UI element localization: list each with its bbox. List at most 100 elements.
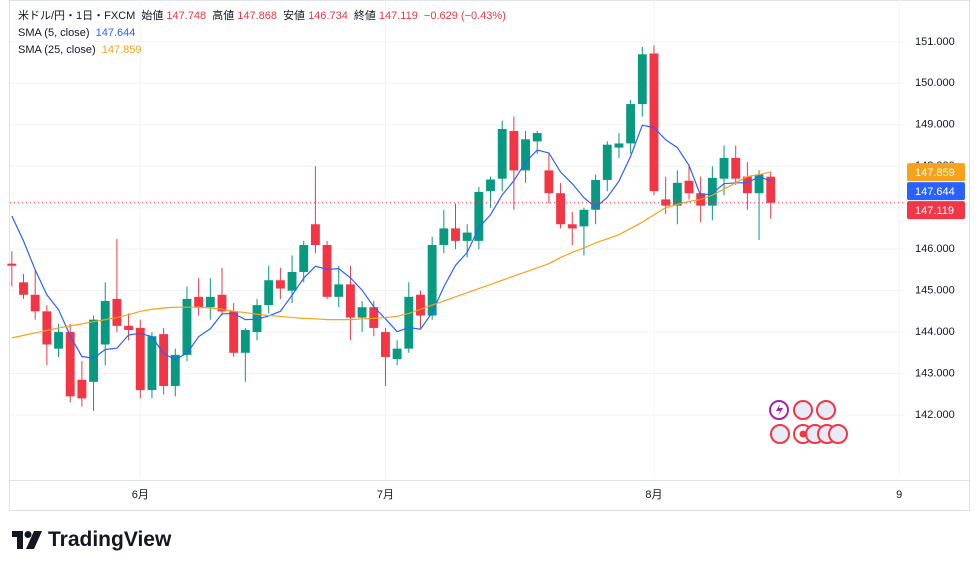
candle-body bbox=[661, 199, 671, 206]
candle-body bbox=[509, 131, 519, 171]
candle-body bbox=[217, 294, 227, 312]
ohlc-value: 147.868 bbox=[237, 10, 277, 22]
candle-body bbox=[65, 332, 75, 397]
candle-body bbox=[707, 177, 717, 206]
candle-body bbox=[124, 325, 134, 330]
candle-body bbox=[626, 104, 636, 144]
grid bbox=[10, 0, 905, 478]
price-badge bbox=[907, 201, 965, 220]
candle-body bbox=[147, 336, 157, 391]
candle-body bbox=[742, 176, 752, 194]
candle-body bbox=[602, 144, 612, 180]
candle-body bbox=[135, 327, 145, 391]
candle-body bbox=[159, 334, 169, 386]
candle-body bbox=[19, 282, 28, 295]
candle-body bbox=[766, 176, 776, 203]
ohlc-label: 高値 bbox=[212, 10, 235, 22]
y-tick-label: 145.000 bbox=[915, 285, 955, 297]
candles bbox=[7, 45, 776, 411]
ohlc-label: 始値 bbox=[141, 10, 164, 22]
candle-body bbox=[322, 245, 332, 297]
candle-body bbox=[229, 311, 239, 353]
candle-body bbox=[532, 133, 542, 142]
candle-body bbox=[310, 224, 320, 246]
candle-body bbox=[357, 307, 367, 318]
candle-body bbox=[205, 296, 215, 308]
candle-body bbox=[275, 280, 285, 289]
legend-value: 147.644 bbox=[95, 27, 136, 39]
y-tick-label: 149.000 bbox=[915, 119, 955, 131]
price-badge bbox=[907, 163, 965, 182]
candle-body bbox=[89, 319, 99, 382]
candle-body bbox=[521, 139, 530, 171]
event-icon[interactable] bbox=[770, 424, 790, 444]
candle-body bbox=[182, 298, 192, 355]
candle-body bbox=[427, 245, 437, 316]
legend-label: SMA (5, close) bbox=[18, 27, 90, 39]
price-badge bbox=[907, 182, 965, 201]
price-badge-label: 147.644 bbox=[915, 186, 955, 198]
candle-body bbox=[567, 224, 577, 229]
price-badge-label: 147.859 bbox=[915, 167, 955, 179]
candle-body bbox=[451, 228, 460, 241]
candle-body bbox=[287, 271, 297, 291]
candle-body bbox=[462, 232, 472, 241]
candle-body bbox=[579, 209, 589, 227]
y-tick-label: 142.000 bbox=[915, 409, 955, 421]
candle-body bbox=[30, 294, 40, 312]
legend: 米ドル/円・1日・FXCM 始値 147.748 高値 147.868 安値 146.… bbox=[18, 8, 509, 59]
brand-name: TradingView bbox=[48, 528, 172, 551]
ohlc-value: 147.119 bbox=[378, 10, 418, 22]
sma-line bbox=[11, 171, 771, 339]
price-badge-label: 147.119 bbox=[915, 205, 954, 217]
candle-body bbox=[170, 354, 180, 386]
candle-body bbox=[7, 263, 17, 266]
candle-body bbox=[672, 182, 682, 206]
candle-body bbox=[369, 307, 379, 328]
candle-body bbox=[591, 179, 601, 210]
candle-body bbox=[100, 300, 110, 345]
x-tick-label: 9 bbox=[896, 489, 902, 501]
x-tick-label: 6月 bbox=[132, 489, 149, 501]
event-icons bbox=[769, 400, 848, 444]
candle-body bbox=[54, 332, 63, 349]
candle-body bbox=[299, 245, 309, 272]
candle-body bbox=[556, 193, 566, 225]
price-change: −0.629 (−0.43%) bbox=[423, 10, 506, 22]
event-icon[interactable] bbox=[793, 400, 813, 420]
y-tick-label: 151.000 bbox=[915, 36, 955, 48]
candle-body bbox=[240, 329, 250, 353]
candle-body bbox=[684, 180, 694, 194]
x-tick-label: 7月 bbox=[377, 489, 394, 501]
candle-body bbox=[392, 348, 402, 360]
candle-body bbox=[345, 284, 355, 318]
candle-body bbox=[334, 284, 344, 297]
candle-body bbox=[614, 143, 624, 148]
candle-body bbox=[497, 128, 507, 179]
brand: TradingView bbox=[12, 528, 171, 552]
candle-body bbox=[264, 280, 274, 306]
candle-body bbox=[474, 191, 484, 241]
candle-body bbox=[486, 179, 495, 192]
candle-body bbox=[544, 170, 554, 194]
event-icon[interactable] bbox=[828, 424, 848, 444]
symbol-title: 米ドル/円・1日・FXCM bbox=[18, 10, 136, 22]
candle-body bbox=[42, 311, 52, 345]
sma-line bbox=[11, 124, 771, 361]
legend-entry: SMA (5, close) 147.644 bbox=[18, 25, 509, 42]
y-tick-label: 143.000 bbox=[915, 367, 955, 379]
candle-body bbox=[77, 379, 87, 399]
candle-body bbox=[731, 157, 741, 179]
header-line: 米ドル/円・1日・FXCM 始値 147.748 高値 147.868 安値 146.… bbox=[18, 8, 509, 25]
event-icon[interactable] bbox=[816, 400, 836, 420]
y-tick-label: 150.000 bbox=[915, 77, 955, 89]
x-tick-label: 8月 bbox=[645, 489, 662, 501]
ohlc-value: 147.748 bbox=[166, 10, 207, 22]
candle-body bbox=[194, 296, 204, 308]
candle-body bbox=[754, 174, 764, 194]
brand-logo bbox=[12, 531, 42, 549]
candle-body bbox=[649, 53, 659, 192]
chart-frame bbox=[9, 0, 970, 511]
